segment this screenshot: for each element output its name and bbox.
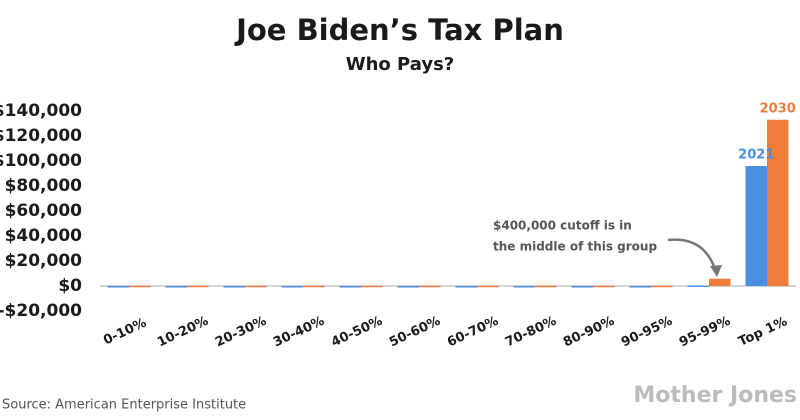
bar xyxy=(513,286,535,288)
bar xyxy=(129,285,151,288)
bar xyxy=(165,286,187,288)
series-label: 2030 xyxy=(760,101,796,116)
annotation: $400,000 cutoff is in xyxy=(493,219,632,233)
bar xyxy=(361,285,383,288)
x-tick-label: 95-99% xyxy=(677,314,733,351)
y-tick-label: -$20,000 xyxy=(0,301,82,321)
annotation-arrow xyxy=(667,238,718,273)
y-tick-label: $20,000 xyxy=(5,251,83,271)
bar xyxy=(745,166,767,286)
annotation: the middle of this group xyxy=(493,240,657,254)
bar xyxy=(709,278,731,286)
bar xyxy=(223,286,245,288)
bar xyxy=(535,285,557,288)
y-tick-label: $100,000 xyxy=(0,151,82,171)
bar xyxy=(419,285,441,288)
y-tick-label: $40,000 xyxy=(5,226,83,246)
bar xyxy=(629,286,651,288)
x-tick-label: Top 1% xyxy=(736,314,789,350)
bar xyxy=(187,285,209,288)
bar xyxy=(107,286,129,288)
x-tick-label: 40-50% xyxy=(329,314,385,351)
bar xyxy=(651,285,673,288)
annotation-arrowhead xyxy=(710,265,722,277)
bar xyxy=(767,119,789,286)
source: Source: American Enterprise Institute xyxy=(2,398,246,413)
bar xyxy=(339,286,361,288)
x-tick-label: 0-10% xyxy=(101,316,149,349)
x-tick-label: 90-95% xyxy=(619,314,675,351)
x-tick-label: 80-90% xyxy=(561,314,617,351)
bar xyxy=(245,285,267,288)
x-tick-label: 10-20% xyxy=(155,314,211,351)
bar xyxy=(687,285,709,287)
chart-subtitle: Who Pays? xyxy=(346,54,455,75)
x-tick-label: 20-30% xyxy=(213,314,269,351)
bar xyxy=(477,285,499,288)
x-tick-label: 50-60% xyxy=(387,314,443,351)
bar xyxy=(397,286,419,288)
y-tick-label: $140,000 xyxy=(0,101,82,121)
bar xyxy=(281,286,303,288)
x-tick-label: 70-80% xyxy=(503,314,559,351)
x-tick-label: 60-70% xyxy=(445,314,501,351)
series-label: 2021 xyxy=(738,148,774,163)
bar xyxy=(303,285,325,288)
y-tick-label: $60,000 xyxy=(5,201,83,221)
y-tick-label: $120,000 xyxy=(0,126,82,146)
bar xyxy=(571,286,593,288)
chart-title: Joe Biden’s Tax Plan xyxy=(234,13,564,47)
x-tick-label: 30-40% xyxy=(271,314,327,351)
watermark: Mother Jones xyxy=(633,383,797,408)
bar xyxy=(593,285,615,288)
bar xyxy=(455,286,477,288)
y-tick-label: $0 xyxy=(58,276,82,296)
y-tick-label: $80,000 xyxy=(5,176,83,196)
